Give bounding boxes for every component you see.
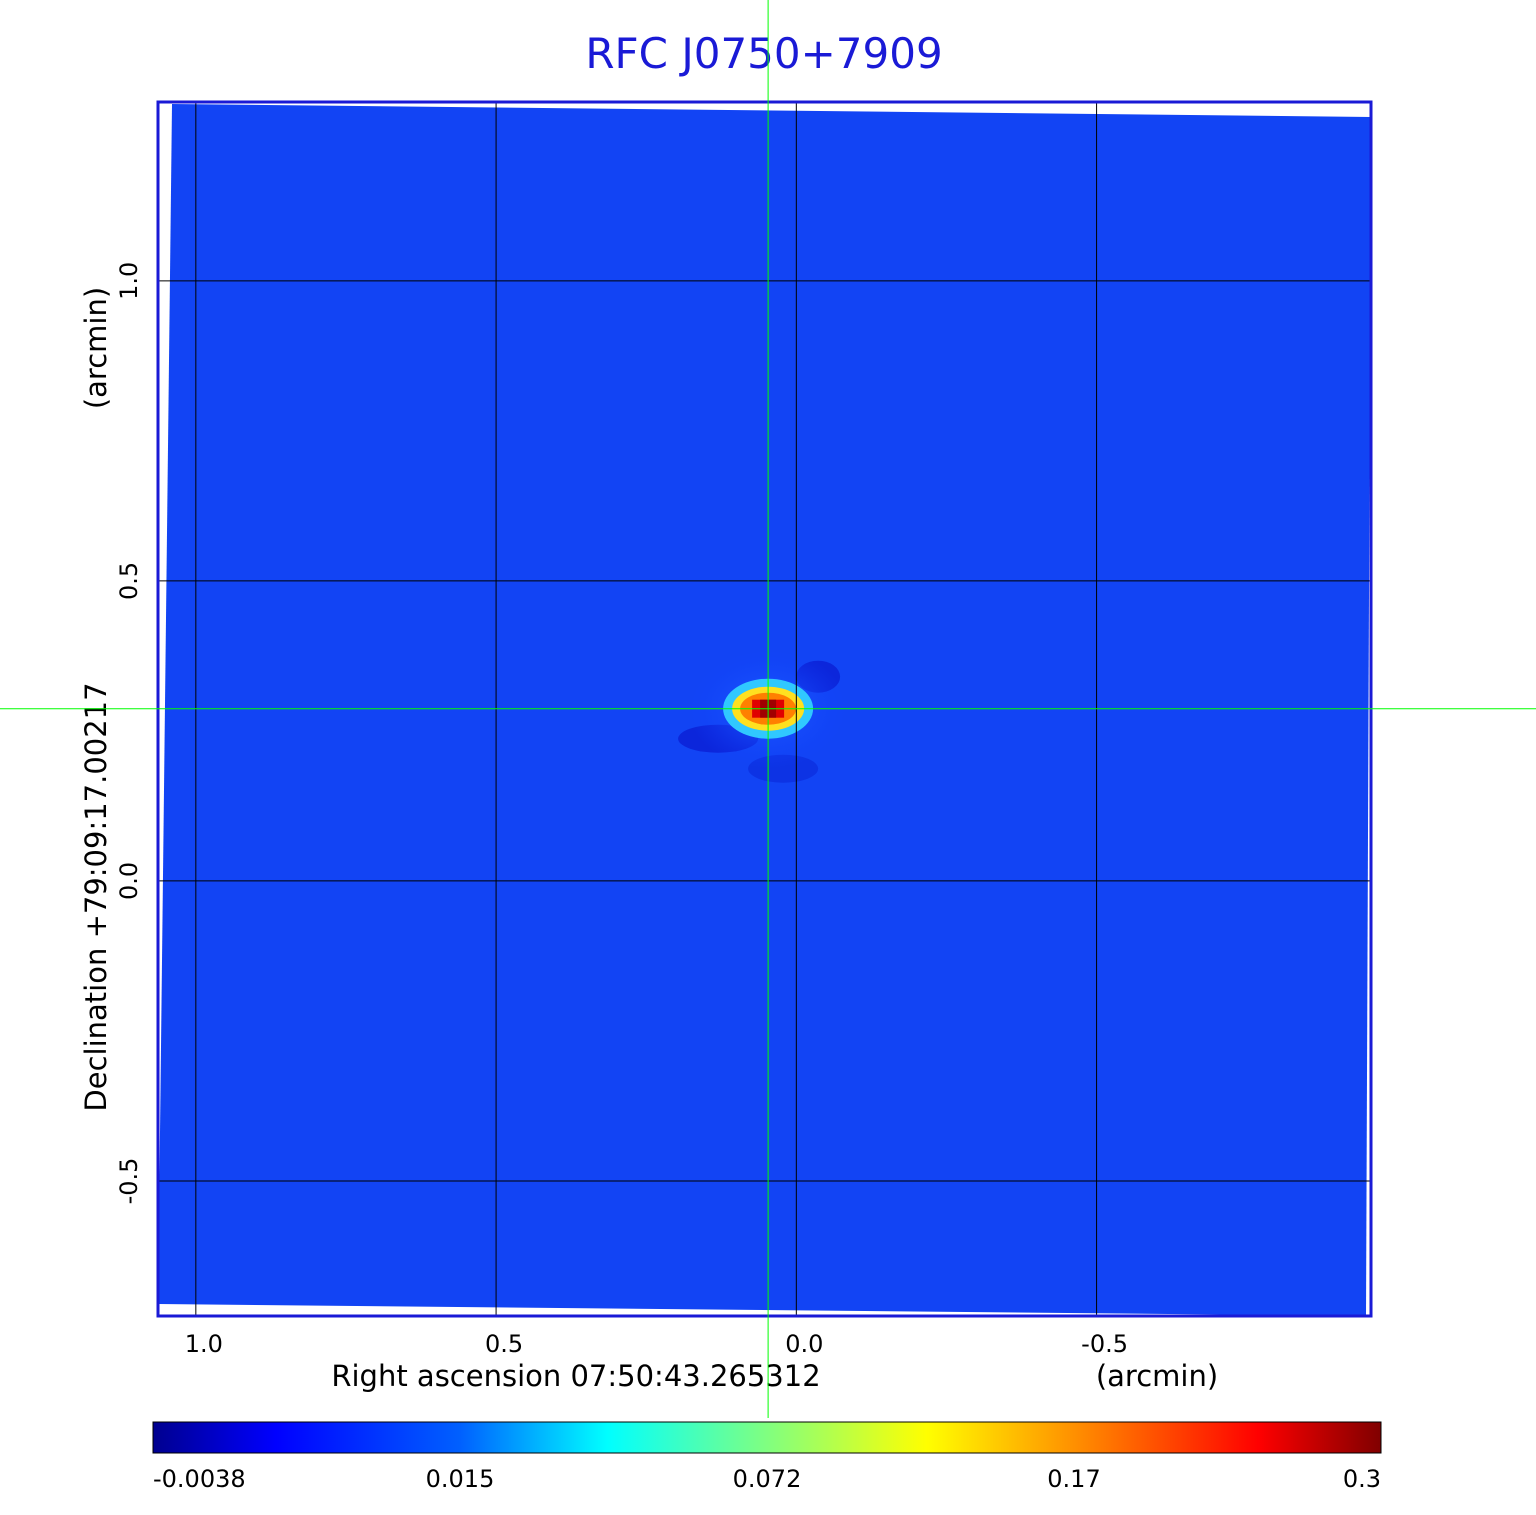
colorbar-tick-label: 0.015	[426, 1465, 495, 1493]
colorbar-tick-label: 0.3	[1343, 1465, 1381, 1493]
colorbar-tick-label: -0.0038	[153, 1465, 246, 1493]
x-tick-label: 0.5	[485, 1330, 523, 1358]
y-tick-label: 1.0	[115, 262, 143, 300]
y-tick-label: -0.5	[115, 1158, 143, 1205]
y-tick-label: 0.0	[115, 862, 143, 900]
x-tick-label: 1.0	[185, 1330, 223, 1358]
colorbar-tick-label: 0.072	[733, 1465, 802, 1493]
chart-title: RFC J0750+7909	[585, 29, 942, 78]
x-tick-label: -0.5	[1081, 1330, 1128, 1358]
colorbar	[152, 1421, 1382, 1454]
y-tick-label: 0.5	[115, 562, 143, 600]
y-axis-label: Declination +79:09:17.00217	[79, 682, 113, 1111]
colorbar-tick-label: 0.17	[1047, 1465, 1100, 1493]
x-tick-label: 0.0	[785, 1330, 823, 1358]
x-axis-label: Right ascension 07:50:43.265312	[331, 1359, 820, 1393]
y-axis-unit: (arcmin)	[79, 287, 113, 409]
x-axis-unit: (arcmin)	[1096, 1359, 1218, 1393]
